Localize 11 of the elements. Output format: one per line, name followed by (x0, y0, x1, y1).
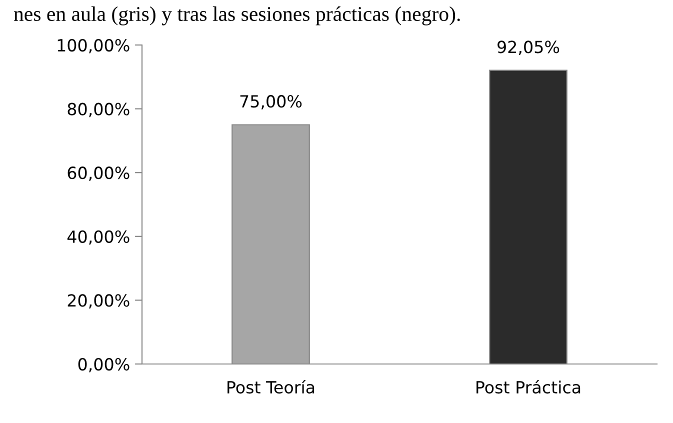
text: nes en aula (gris) y tras las sesiones prácticas (negro). (14, 6, 460, 26)
x-tick-label: Post Práctica (476, 380, 580, 394)
x-tick-label: Post Teoría (228, 380, 314, 394)
y-tick-label: 20,00% (68, 294, 130, 308)
data-label: 92,05% (498, 40, 560, 55)
y-tick-label: 100,00% (58, 38, 130, 54)
y-tick-label: 80,00% (68, 102, 130, 118)
y-tick-label: 40,00% (67, 230, 130, 245)
data-label: 75,00% (240, 95, 302, 110)
y-tick-label: 60,00% (68, 166, 130, 181)
y-tick-label: 0,00% (78, 358, 130, 372)
